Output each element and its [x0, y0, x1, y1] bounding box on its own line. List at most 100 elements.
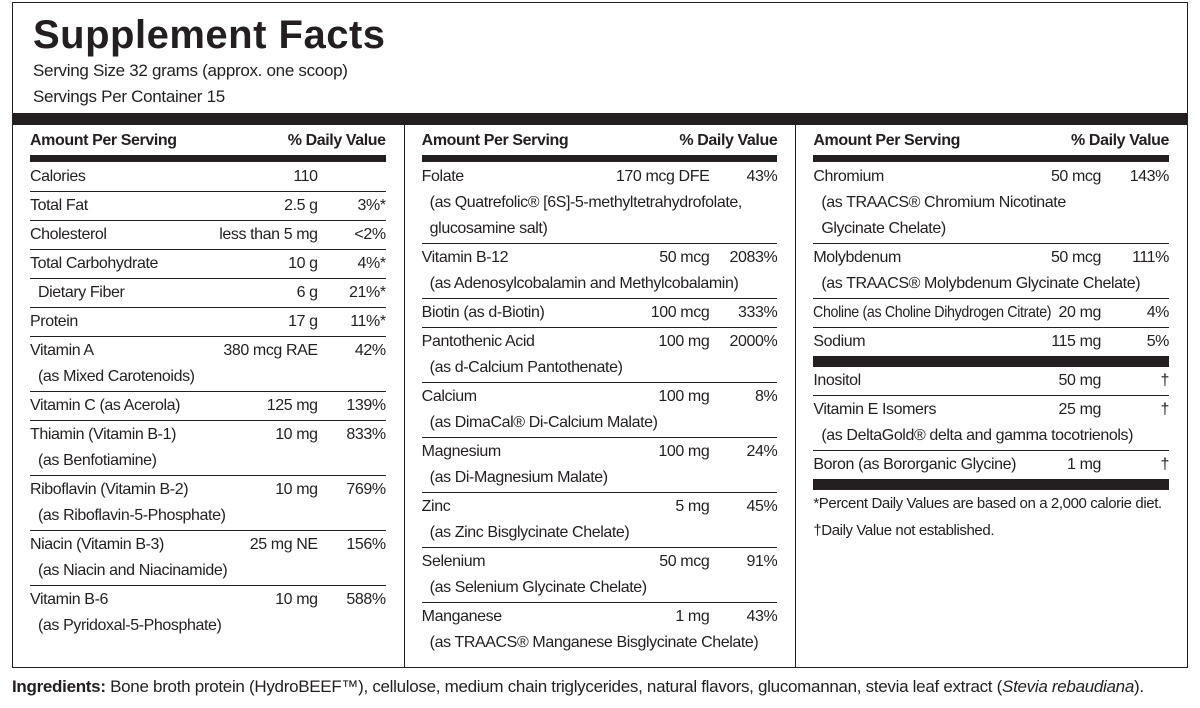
nutrient-name: Folate: [421, 168, 464, 185]
nutrient-row: Magnesium 100 mg 24% (as Di-Magnesium Malat…: [421, 438, 778, 493]
daily-value: 24%: [746, 443, 778, 460]
nutrient-line: Folate 170 mcg DFE 43%: [422, 164, 778, 190]
nutrient-source: (as d-Calcium Pantothenate): [429, 359, 623, 376]
nutrient-columns: Amount Per Serving % Daily Value Calories 1…: [13, 125, 1187, 667]
nutrient-line: Magnesium 100 mg 24%: [422, 439, 778, 465]
daily-value: 156%: [346, 536, 386, 553]
nutrient-amount: 100 mcg: [650, 304, 710, 321]
nutrient-name: Sodium: [813, 333, 866, 350]
nutrient-name: Choline (as Choline Dihydrogen Citrate): [813, 304, 1052, 321]
column-header: Amount Per Serving % Daily Value: [813, 125, 1169, 155]
nutrient-amount: 10 mg: [275, 481, 318, 498]
nutrient-line: Riboflavin (Vitamin B-2) 10 mg 769%: [30, 477, 386, 503]
nutrient-row: Vitamin B-6 10 mg 588% (as Pyridoxal-5-Phos…: [30, 586, 386, 640]
nutrient-row: Molybdenum 50 mcg 111% (as TRAACS® Molybden…: [813, 244, 1169, 299]
daily-value: †: [1160, 401, 1170, 418]
nutrient-row: Inositol 50 mg †: [813, 367, 1169, 396]
nutrient-line: Vitamin B-12 50 mcg 2083%: [422, 245, 778, 271]
nutrient-source: (as DeltaGold® delta and gamma tocotrien…: [821, 427, 1134, 444]
nutrient-name: Calcium: [421, 388, 477, 405]
footnote: *Percent Daily Values are based on a 2,0…: [813, 495, 1162, 512]
nutrient-row: Manganese 1 mg 43% (as TRAACS® Manganese Bi…: [422, 603, 778, 657]
nutrient-row: Selenium 50 mcg 91% (as Selenium Glycinate …: [421, 548, 778, 603]
divider-bar: [813, 356, 1170, 367]
nutrient-row: Vitamin E Isomers 25 mg † (as DeltaGold® de…: [813, 396, 1169, 451]
nutrient-amount: 50 mcg: [1050, 168, 1102, 185]
daily-value: †: [1160, 456, 1170, 473]
nutrient-amount: 125 mg: [266, 397, 318, 414]
supplement-facts-panel: Supplement Facts Serving Size 32 grams (…: [12, 2, 1188, 668]
divider-bar: [813, 155, 1170, 162]
nutrient-source: (as Quatrefolic® [6S]-5-methyltetrahydro…: [429, 194, 743, 211]
nutrient-source: (as TRAACS® Manganese Bisglycinate Chela…: [429, 634, 759, 651]
nutrient-row: Chromium 50 mcg 143% (as TRAACS® Chromium N…: [813, 163, 1169, 244]
nutrient-name: Vitamin B-6: [30, 591, 109, 608]
daily-value: 43%: [746, 608, 778, 625]
daily-value: 45%: [746, 498, 778, 515]
nutrient-name: Manganese: [421, 608, 502, 625]
nutrient-rows: Chromium 50 mcg 143% (as TRAACS® Chromium N…: [813, 163, 1169, 356]
nutrient-line: Cholesterol less than 5 mg <2%: [30, 222, 386, 248]
nutrient-name: Vitamin A: [30, 342, 94, 359]
nutrient-row: Protein 17 g 11%*: [30, 308, 386, 337]
nutrient-amount: 100 mg: [658, 388, 710, 405]
nutrient-row: Thiamin (Vitamin B-1) 10 mg 833% (as Benfot…: [30, 421, 386, 476]
nutrient-line: Pantothenic Acid 100 mg 2000%: [422, 329, 778, 355]
nutrient-name: Dietary Fiber: [38, 284, 125, 301]
nutrient-amount: 110: [293, 168, 318, 185]
nutrient-row: Cholesterol less than 5 mg <2%: [30, 221, 386, 250]
nutrient-row: Dietary Fiber 6 g 21%*: [30, 279, 386, 308]
nutrient-source: (as TRAACS® Chromium Nicotinate: [821, 194, 1066, 211]
column: Amount Per Serving % Daily Value Chromium 5…: [795, 125, 1187, 667]
nutrient-name: Vitamin C (as Acerola): [30, 397, 181, 414]
header-daily-value: % Daily Value: [679, 132, 778, 149]
daily-value: 2000%: [729, 333, 778, 350]
divider-bar: [421, 155, 778, 162]
nutrient-amount: 5 mg: [675, 498, 710, 515]
divider-bar: [13, 113, 1187, 125]
nutrient-source: (as Selenium Glycinate Chelate): [429, 579, 647, 596]
daily-value: 42%: [354, 342, 386, 359]
serving-size: Serving Size 32 grams (approx. one scoop…: [33, 61, 348, 80]
nutrient-name: Thiamin (Vitamin B-1): [30, 426, 177, 443]
nutrient-amount: 100 mg: [658, 443, 710, 460]
nutrient-name: Selenium: [421, 553, 486, 570]
nutrient-name: Magnesium: [421, 443, 502, 460]
nutrient-line: Niacin (Vitamin B-3) 25 mg NE 156%: [30, 532, 386, 558]
nutrient-amount: less than 5 mg: [219, 226, 318, 243]
nutrient-line: Total Fat 2.5 g 3%*: [30, 193, 386, 219]
header-daily-value: % Daily Value: [287, 132, 386, 149]
nutrient-name: Boron (as Bororganic Glycine): [813, 456, 1017, 473]
nutrient-name: Total Fat: [30, 197, 88, 214]
nutrient-amount: 380 mcg RAE: [223, 342, 318, 359]
nutrient-line: Vitamin A 380 mcg RAE 42%: [30, 338, 386, 364]
daily-value: 4%: [1146, 304, 1170, 321]
nutrient-source: (as Pyridoxal-5-Phosphate): [38, 617, 222, 634]
daily-value: 139%: [346, 397, 386, 414]
nutrient-source: (as Adenosylcobalamin and Methylcobalami…: [429, 275, 739, 292]
nutrient-source: (as Niacin and Niacinamide): [38, 562, 228, 579]
nutrient-row: Choline (as Choline Dihydrogen Citrate) 2…: [813, 299, 1169, 328]
nutrient-amount: 1 mg: [675, 608, 710, 625]
daily-value: 833%: [346, 426, 386, 443]
header-amount: Amount Per Serving: [421, 132, 569, 149]
nutrient-source: glucosamine salt): [429, 220, 548, 237]
nutrient-amount: 17 g: [288, 313, 318, 330]
nutrient-row: Biotin (as d-Biotin) 100 mcg 333%: [421, 299, 778, 328]
daily-value: †: [1160, 372, 1170, 389]
nutrient-line: Vitamin B-6 10 mg 588%: [30, 587, 386, 613]
ingredients-italic: Stevia rebaudiana: [1002, 677, 1134, 696]
nutrient-row: Calories 110: [30, 163, 386, 192]
nutrient-amount: 100 mg: [658, 333, 710, 350]
nutrient-source: Glycinate Chelate): [821, 220, 946, 237]
nutrient-row: Vitamin A 380 mcg RAE 42% (as Mixed Caroten…: [30, 337, 386, 392]
nutrient-amount: 10 mg: [275, 591, 318, 608]
nutrient-row: Total Carbohydrate 10 g 4%*: [30, 250, 386, 279]
daily-value: 143%: [1129, 168, 1170, 185]
column: Amount Per Serving % Daily Value Folate 170…: [403, 125, 796, 667]
daily-value: 588%: [346, 591, 386, 608]
nutrient-name: Biotin (as d-Biotin): [421, 304, 545, 321]
footnote: †Daily Value not established.: [813, 522, 995, 539]
nutrient-amount: 50 mcg: [659, 249, 710, 266]
